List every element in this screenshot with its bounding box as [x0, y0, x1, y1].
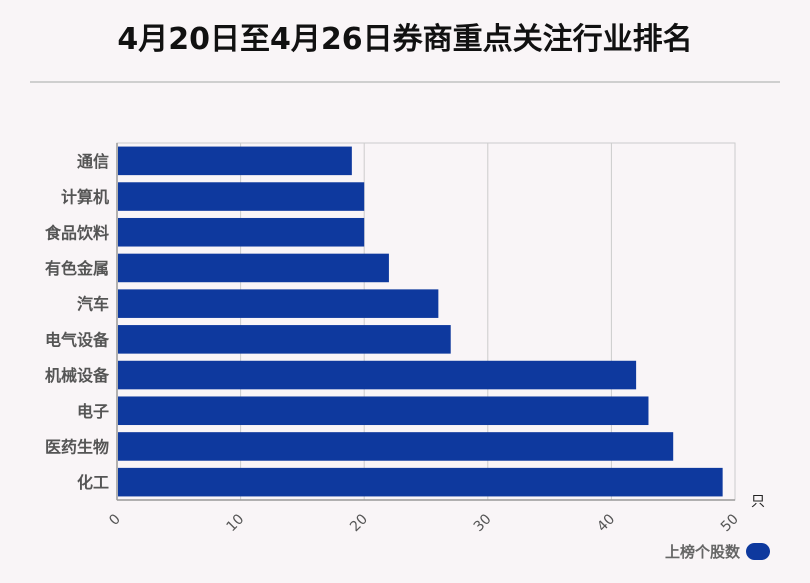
bar	[118, 360, 637, 390]
x-tick-label: 20	[347, 511, 371, 535]
bar	[118, 182, 365, 211]
legend-swatch[interactable]	[746, 543, 770, 560]
x-axis-unit: 只	[751, 494, 765, 510]
bar	[118, 289, 439, 318]
bar	[118, 396, 649, 426]
x-tick-label: 50	[718, 511, 742, 535]
category-label: 计算机	[61, 188, 109, 207]
category-label: 食品饮料	[44, 223, 109, 242]
category-label: 电子	[77, 402, 109, 421]
x-tick-label: 30	[471, 511, 495, 535]
category-label: 化工	[77, 473, 109, 492]
legend-label: 上榜个股数	[664, 543, 740, 561]
chart-title: 4月20日至4月26日券商重点关注行业排名	[117, 22, 693, 57]
category-label: 机械设备	[45, 366, 110, 385]
category-label: 汽车	[77, 295, 109, 314]
x-tick-label: 40	[594, 511, 618, 535]
bar	[118, 432, 674, 461]
category-label: 电气设备	[45, 330, 110, 349]
x-tick-label: 0	[106, 511, 124, 529]
x-tick-label: 10	[224, 511, 248, 535]
category-label: 医药生物	[45, 437, 109, 456]
bar	[118, 467, 723, 497]
title-divider	[30, 81, 780, 83]
bar	[118, 217, 365, 247]
legend: 上榜个股数	[665, 541, 770, 562]
bar	[118, 325, 451, 354]
bar	[118, 253, 389, 283]
bar	[118, 146, 352, 176]
category-label: 有色金属	[45, 259, 109, 278]
category-label: 通信	[77, 152, 109, 171]
